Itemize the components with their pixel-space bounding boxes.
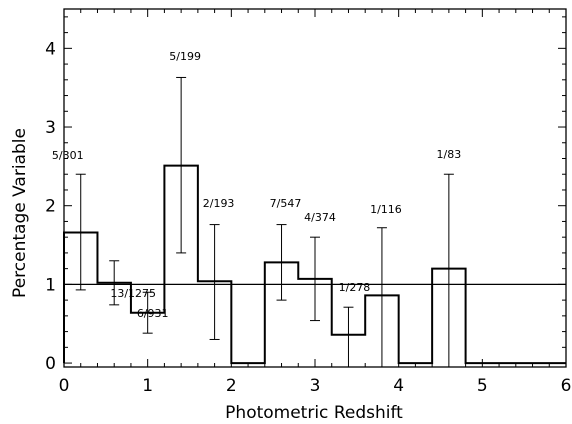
bin-label-6: 7/547 [270, 197, 302, 210]
y-tick-label-1: 1 [45, 275, 56, 295]
bin-label-9: 1/116 [370, 203, 402, 216]
bin-label-0: 5/301 [52, 149, 84, 162]
histogram-group [63, 164, 566, 365]
error-bars-group [75, 76, 454, 364]
x-tick-label-5: 5 [477, 376, 488, 396]
x-tick-label-1: 1 [142, 376, 153, 396]
x-tick-label-4: 4 [393, 376, 404, 396]
bin-label-2: 6/931 [137, 307, 169, 320]
y-tick-label-3: 3 [45, 118, 56, 138]
y-axis-ticks: 0 1 2 3 4 [45, 16, 566, 374]
bin-label-7: 4/374 [304, 211, 336, 224]
y-axis-title: Percentage Variable [10, 128, 30, 298]
bin-label-11: 1/83 [437, 148, 462, 161]
histogram-step-line [63, 164, 566, 365]
x-axis-ticks: 0 1 2 3 4 5 6 [59, 9, 572, 396]
y-tick-label-0: 0 [45, 354, 56, 374]
bin-label-1: 13/1275 [110, 287, 156, 300]
bin-label-3: 5/199 [169, 50, 201, 63]
x-tick-label-6: 6 [561, 376, 572, 396]
x-axis-title: Photometric Redshift [225, 403, 403, 423]
x-tick-label-3: 3 [310, 376, 321, 396]
y-tick-label-4: 4 [45, 39, 56, 59]
y-tick-label-2: 2 [45, 197, 56, 217]
x-tick-label-0: 0 [59, 376, 70, 396]
bin-label-8: 1/278 [339, 281, 371, 294]
bin-label-4: 2/193 [203, 197, 235, 210]
x-tick-label-2: 2 [226, 376, 237, 396]
